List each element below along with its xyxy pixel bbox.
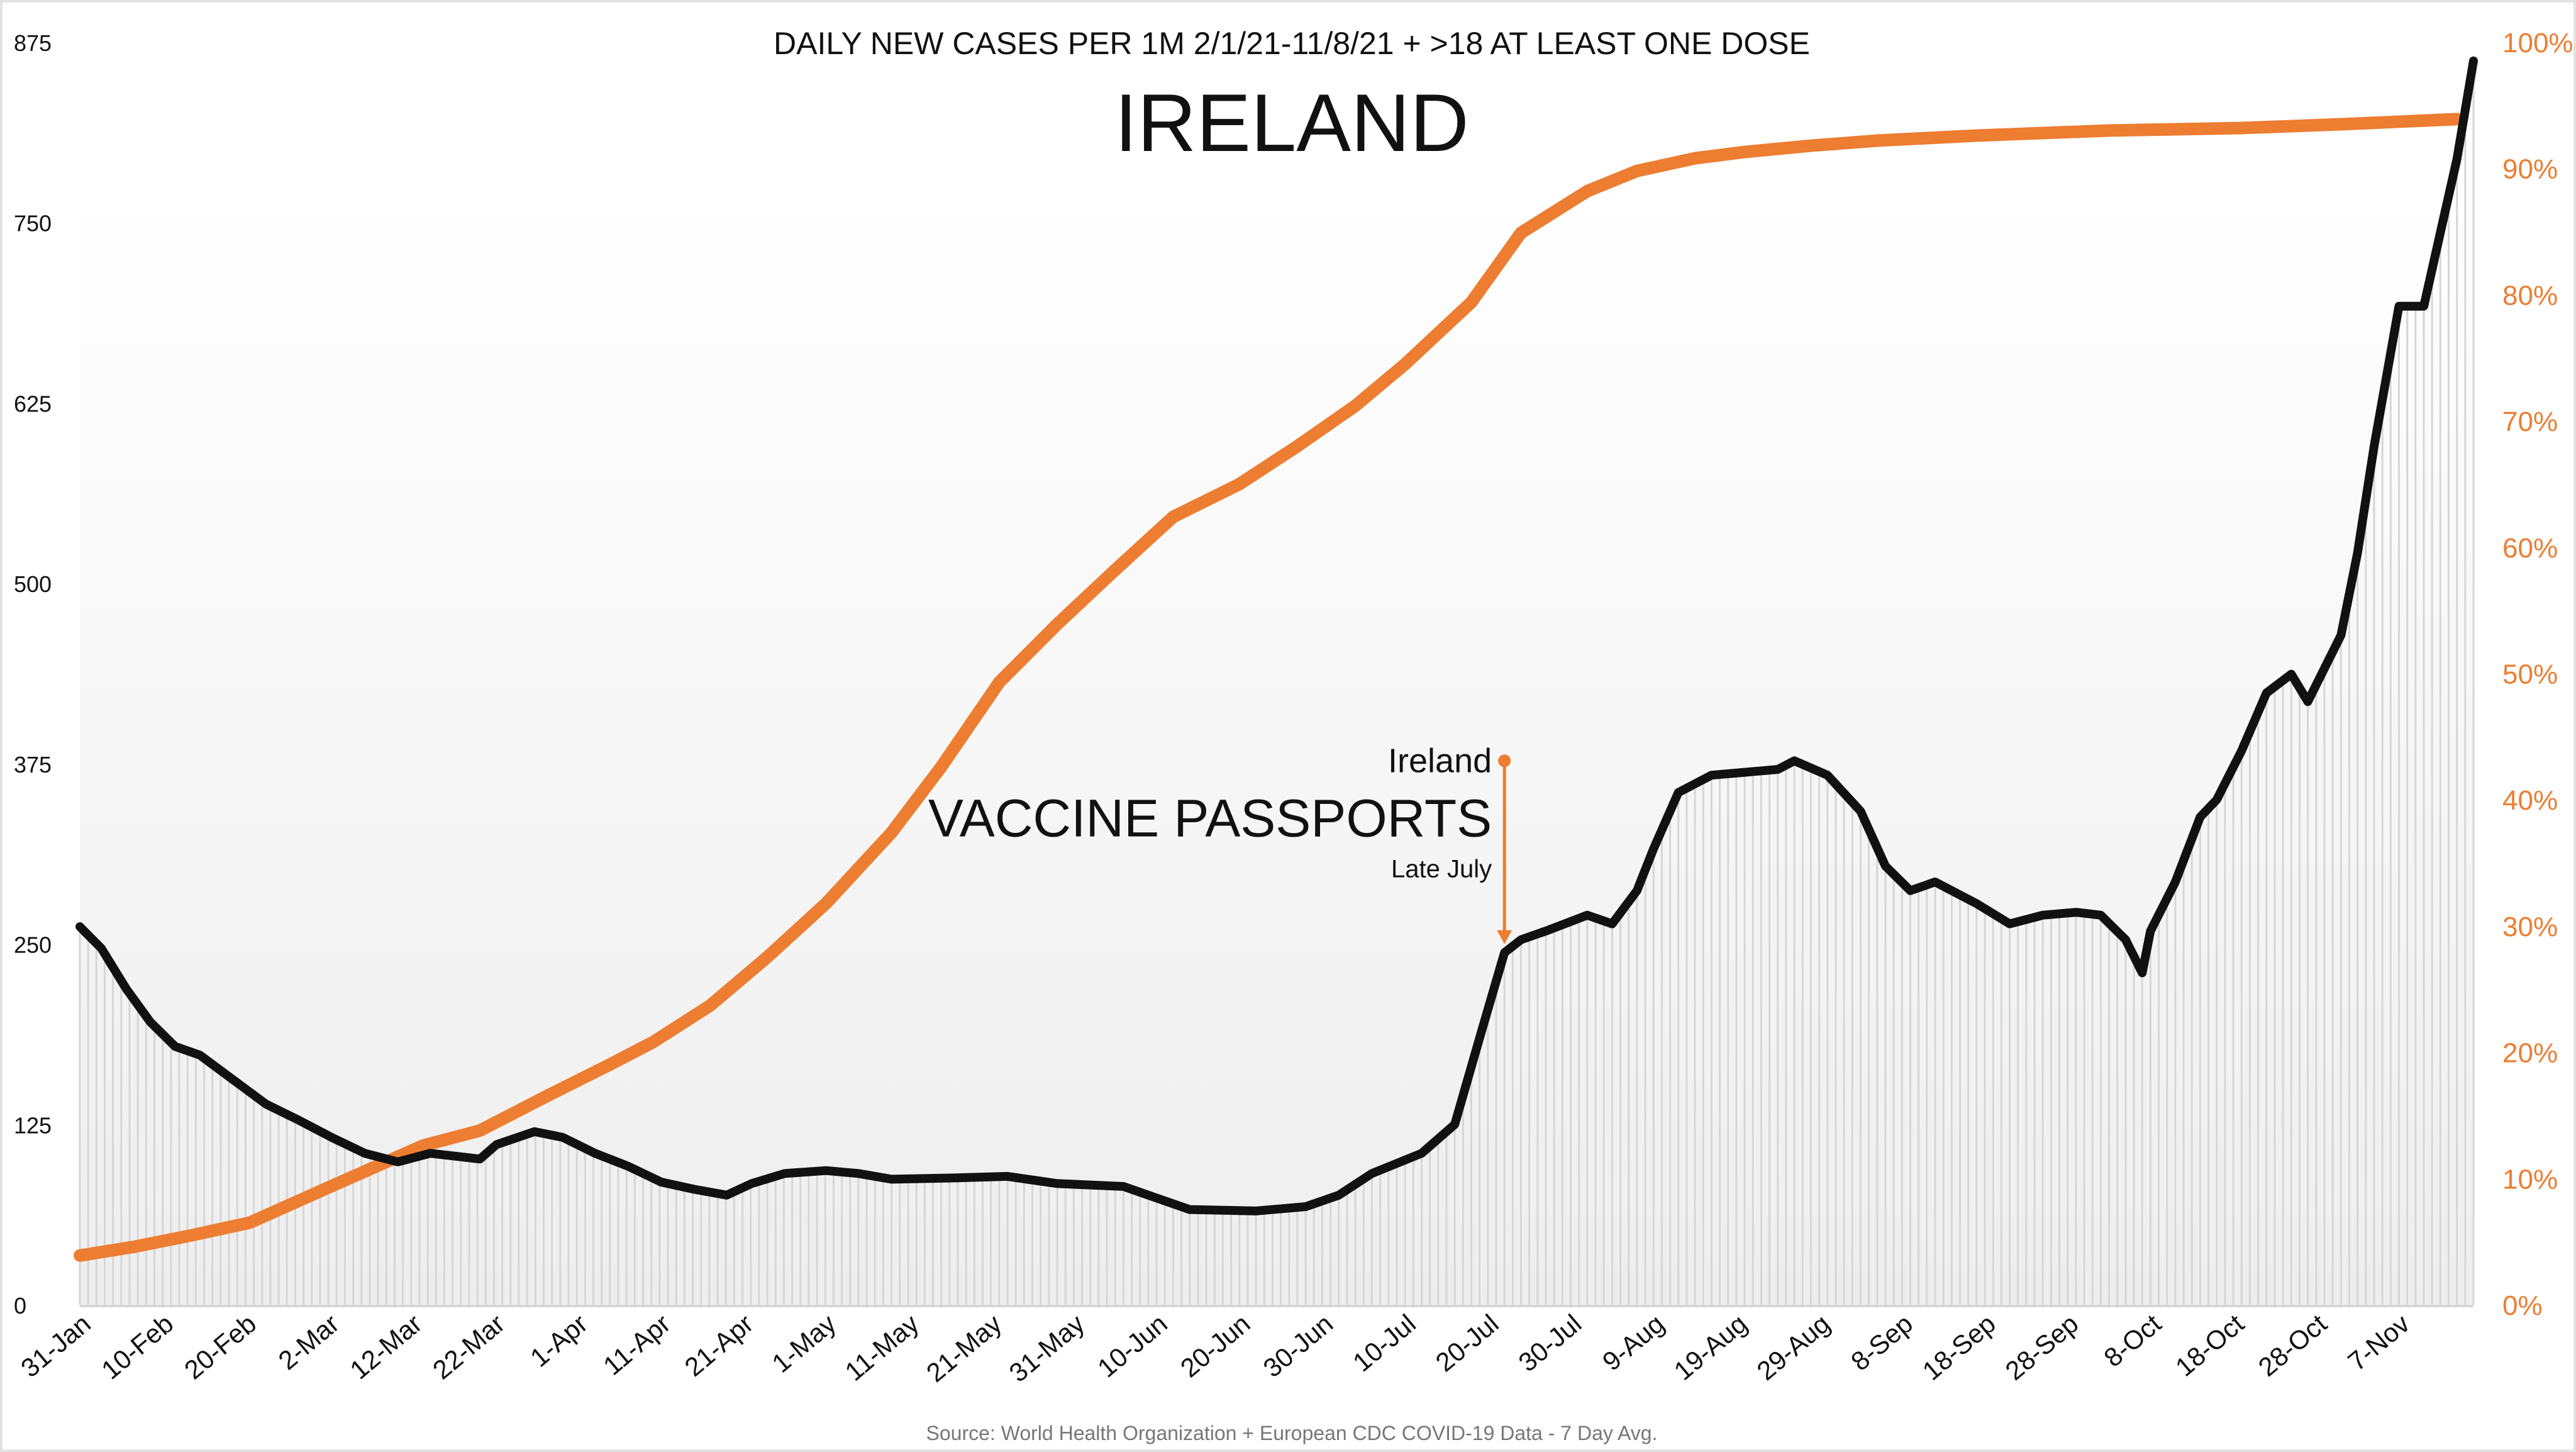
x-tick-label: 20-Feb	[179, 1309, 262, 1385]
x-tick-label: 1-May	[766, 1309, 841, 1378]
y-left-tick-label: 375	[14, 752, 52, 778]
y-right-tick-label: 60%	[2502, 533, 2558, 564]
x-tick-label: 30-Jul	[1513, 1309, 1587, 1378]
right-axis: 0% 10% 20% 30% 40% 50% 60% 70% 80% 90% 100%	[2502, 28, 2573, 1321]
y-left-tick-label: 625	[14, 391, 52, 416]
y-left-tick-label: 500	[14, 571, 52, 597]
y-left-tick-label: 750	[14, 211, 52, 237]
x-tick-label: 11-May	[840, 1309, 924, 1387]
y-right-tick-label: 50%	[2502, 659, 2558, 690]
x-tick-label: 10-Jul	[1347, 1309, 1421, 1378]
x-tick-label: 12-Mar	[344, 1309, 427, 1385]
x-tick-label: 20-Jul	[1430, 1309, 1504, 1378]
x-tick-label: 19-Aug	[1668, 1309, 1753, 1386]
x-tick-label: 30-Jun	[1258, 1309, 1339, 1383]
x-tick-label: 18-Oct	[2170, 1309, 2250, 1382]
x-tick-label: 10-Jun	[1092, 1309, 1173, 1383]
chart-subtitle: IRELAND	[1114, 77, 1468, 169]
x-tick-label: 7-Nov	[2342, 1309, 2415, 1377]
x-tick-label: 18-Sep	[1917, 1309, 2001, 1386]
annotation-arrowhead	[1497, 930, 1513, 944]
cases-line	[75, 56, 2478, 1215]
y-right-tick-label: 40%	[2502, 785, 2558, 816]
y-right-tick-label: 100%	[2502, 28, 2573, 59]
vaccination-line	[74, 113, 2463, 1262]
x-tick-label: 31-Jan	[15, 1309, 96, 1383]
y-right-tick-label: 70%	[2502, 406, 2558, 437]
source-note: Source: World Health Organization + Euro…	[926, 1422, 1658, 1444]
annotation-dot	[1498, 754, 1511, 768]
y-left-tick-label: 0	[14, 1293, 26, 1319]
x-tick-label: 8-Oct	[2098, 1309, 2167, 1373]
y-right-tick-label: 30%	[2502, 912, 2558, 942]
annotation: Ireland VACCINE PASSPORTS Late July	[928, 742, 1513, 944]
y-left-tick-label: 250	[14, 932, 52, 958]
y-right-tick-label: 10%	[2502, 1164, 2558, 1195]
x-tick-label: 21-Apr	[679, 1309, 759, 1382]
x-tick-label: 2-Mar	[273, 1309, 345, 1376]
x-tick-label: 8-Sep	[1845, 1309, 1918, 1377]
annotation-date: Late July	[1391, 855, 1492, 883]
y-right-tick-label: 0%	[2502, 1290, 2543, 1321]
x-tick-label: 20-Jun	[1175, 1309, 1256, 1383]
y-left-tick-label: 125	[14, 1112, 52, 1138]
x-tick-label: 1-Apr	[525, 1309, 593, 1373]
x-tick-label: 29-Aug	[1751, 1309, 1835, 1386]
y-right-tick-label: 20%	[2502, 1038, 2558, 1069]
x-tick-label: 9-Aug	[1597, 1309, 1670, 1377]
x-tick-label: 31-May	[1004, 1309, 1091, 1388]
x-tick-label: 21-May	[921, 1309, 1008, 1388]
plot-background	[80, 191, 2473, 1305]
x-tick-label: 22-Mar	[427, 1309, 510, 1385]
y-left-tick-label: 875	[14, 30, 52, 56]
annotation-title: VACCINE PASSPORTS	[928, 788, 1492, 847]
x-tick-label: 28-Sep	[2000, 1309, 2084, 1386]
left-axis: 0 125 250 375 500 625 750 875	[14, 30, 52, 1319]
chart-title: DAILY NEW CASES PER 1M 2/1/21-11/8/21 + …	[774, 26, 1810, 61]
x-tick-label: 28-Oct	[2253, 1309, 2333, 1382]
x-axis: 31-Jan 10-Feb 20-Feb 2-Mar 12-Mar 22-Mar 1-Apr…	[15, 1309, 2415, 1388]
x-tick-label: 11-Apr	[597, 1309, 675, 1381]
daily-bars	[79, 60, 2475, 1305]
x-tick-label: 10-Feb	[96, 1309, 179, 1385]
annotation-country: Ireland	[1388, 742, 1492, 779]
y-right-tick-label: 90%	[2502, 154, 2558, 185]
y-right-tick-label: 80%	[2502, 280, 2558, 311]
